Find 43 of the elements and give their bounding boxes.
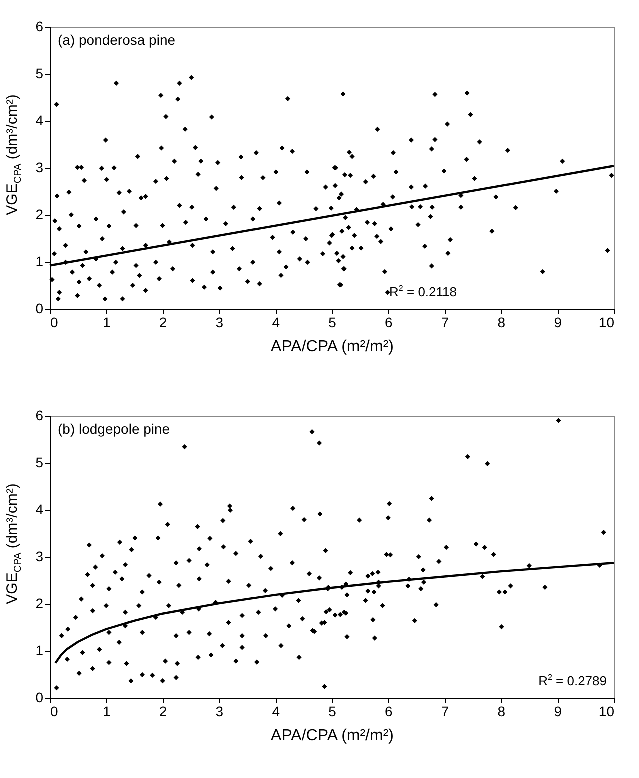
y-tick-label: 6 — [36, 408, 44, 424]
x-tick-label: 7 — [441, 314, 450, 330]
x-tick-label: 10 — [598, 314, 615, 330]
x-tick-label: 5 — [328, 704, 337, 720]
x-axis-title: APA/CPA (m²/m²) — [271, 728, 394, 744]
x-tick-label: 0 — [50, 314, 58, 330]
y-tick-label: 1 — [36, 254, 44, 270]
y-tick-label: 3 — [36, 160, 44, 176]
y-tick-label: 2 — [36, 206, 44, 222]
y-tick-label: 5 — [36, 66, 44, 82]
y-tick-label: 1 — [36, 642, 44, 658]
y-tick-label: 0 — [36, 690, 44, 706]
x-tick-label: 0 — [50, 704, 58, 720]
x-axis-title: APA/CPA (m²/m²) — [271, 338, 394, 356]
x-tick-label: 4 — [272, 704, 280, 720]
annotation: R$^{2}$ = 0.2789 — [538, 673, 607, 688]
x-tick-label: 2 — [159, 704, 168, 720]
x-tick-label: 7 — [441, 704, 450, 720]
x-tick-label: 6 — [385, 314, 393, 330]
y-tick-label: 6 — [36, 18, 44, 34]
y-tick-label: 3 — [36, 548, 44, 564]
x-tick-label: 8 — [498, 314, 506, 330]
y-tick-label: 5 — [36, 454, 44, 470]
line-series — [54, 562, 616, 664]
chart-title: (a) ponderosa pine — [58, 32, 176, 48]
x-tick-label: 10 — [598, 704, 615, 720]
y-tick-label: 4 — [36, 112, 44, 128]
x-tick-label: 9 — [554, 314, 562, 330]
y-tick-label: 2 — [36, 596, 44, 612]
x-tick-label: 4 — [272, 314, 280, 330]
x-tick-label: 1 — [103, 704, 111, 720]
x-tick-label: 3 — [216, 704, 224, 720]
x-tick-label: 8 — [498, 704, 506, 720]
x-tick-label: 1 — [103, 314, 111, 330]
annotation: R$^{2}$ = 0.2118 — [390, 284, 457, 300]
x-tick-label: 2 — [159, 314, 168, 330]
y-tick-label: 4 — [36, 502, 44, 518]
x-tick-label: 9 — [554, 704, 562, 720]
chart-title: (b) lodgepole pine — [58, 421, 170, 437]
y-tick-label: 0 — [36, 300, 44, 316]
x-tick-label: 5 — [328, 314, 337, 330]
x-tick-label: 6 — [385, 704, 393, 720]
x-tick-label: 3 — [216, 314, 224, 330]
